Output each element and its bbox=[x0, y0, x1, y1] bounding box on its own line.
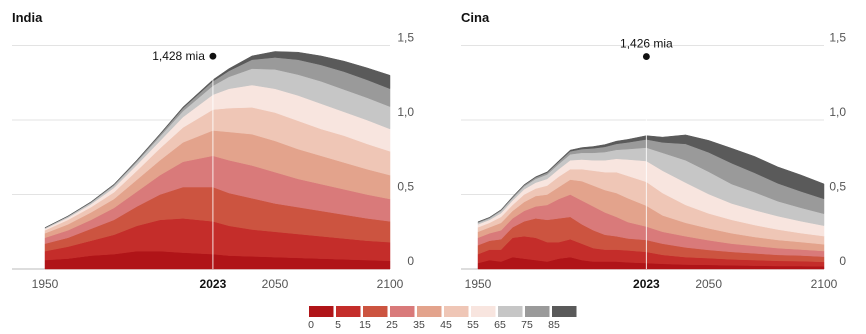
area-band-age-85 bbox=[477, 134, 825, 223]
y-tick-label: 1,0 bbox=[829, 105, 846, 119]
legend-label: 65 bbox=[494, 319, 506, 329]
y-tick-label: 1,5 bbox=[829, 31, 846, 45]
legend-label: 0 bbox=[308, 319, 314, 329]
legend-label: 85 bbox=[548, 319, 560, 329]
x-tick-label: 2023 bbox=[633, 277, 660, 291]
legend-label: 25 bbox=[386, 319, 398, 329]
x-tick-label: 2050 bbox=[695, 277, 722, 291]
y-tick-label: 1,0 bbox=[397, 105, 414, 119]
chart-title-india: India bbox=[12, 10, 43, 25]
y-tick-label: 0,5 bbox=[829, 180, 846, 194]
legend-swatch bbox=[363, 306, 388, 317]
legend-label: 55 bbox=[467, 319, 479, 329]
legend-swatch bbox=[309, 306, 334, 317]
x-tick-label: 1950 bbox=[465, 277, 492, 291]
legend-swatch bbox=[417, 306, 442, 317]
legend-label: 5 bbox=[335, 319, 341, 329]
legend-label: 45 bbox=[440, 319, 452, 329]
legend-swatch bbox=[336, 306, 361, 317]
area-band-age-85 bbox=[44, 51, 391, 229]
age-legend: 0 5 15 25 35 45 55 65 75 85 bbox=[308, 306, 577, 331]
highlight-dot bbox=[207, 51, 218, 62]
legend-swatch bbox=[525, 306, 550, 317]
x-tick-label: 2100 bbox=[811, 277, 838, 291]
chart-title-cina: Cina bbox=[461, 10, 490, 25]
highlight-dot bbox=[641, 51, 652, 62]
chart-cina: Cina 1,426 mia 1,5 1,0 0,5 0 1950 2023 2050 2100 bbox=[461, 10, 846, 291]
x-tick-label: 1950 bbox=[32, 277, 59, 291]
legend-label: 75 bbox=[521, 319, 533, 329]
legend-label: 15 bbox=[359, 319, 371, 329]
legend-label: 35 bbox=[413, 319, 425, 329]
legend-swatch bbox=[471, 306, 496, 317]
y-tick-label: 0,5 bbox=[397, 180, 414, 194]
legend-swatch bbox=[444, 306, 469, 317]
y-tick-label: 0 bbox=[839, 254, 846, 268]
legend-swatch bbox=[498, 306, 523, 317]
callout-label: 1,426 mia bbox=[620, 37, 673, 51]
legend-swatch bbox=[552, 306, 577, 317]
x-tick-label: 2100 bbox=[377, 277, 404, 291]
legend-swatch bbox=[390, 306, 415, 317]
y-tick-label: 1,5 bbox=[397, 31, 414, 45]
y-tick-label: 0 bbox=[407, 254, 414, 268]
chart-india: India 1,428 mia 1,5 1,0 0,5 0 1950 2023 2050 210… bbox=[12, 10, 414, 291]
x-tick-label: 2023 bbox=[200, 277, 227, 291]
x-tick-label: 2050 bbox=[262, 277, 289, 291]
callout-label: 1,428 mia bbox=[152, 49, 205, 63]
